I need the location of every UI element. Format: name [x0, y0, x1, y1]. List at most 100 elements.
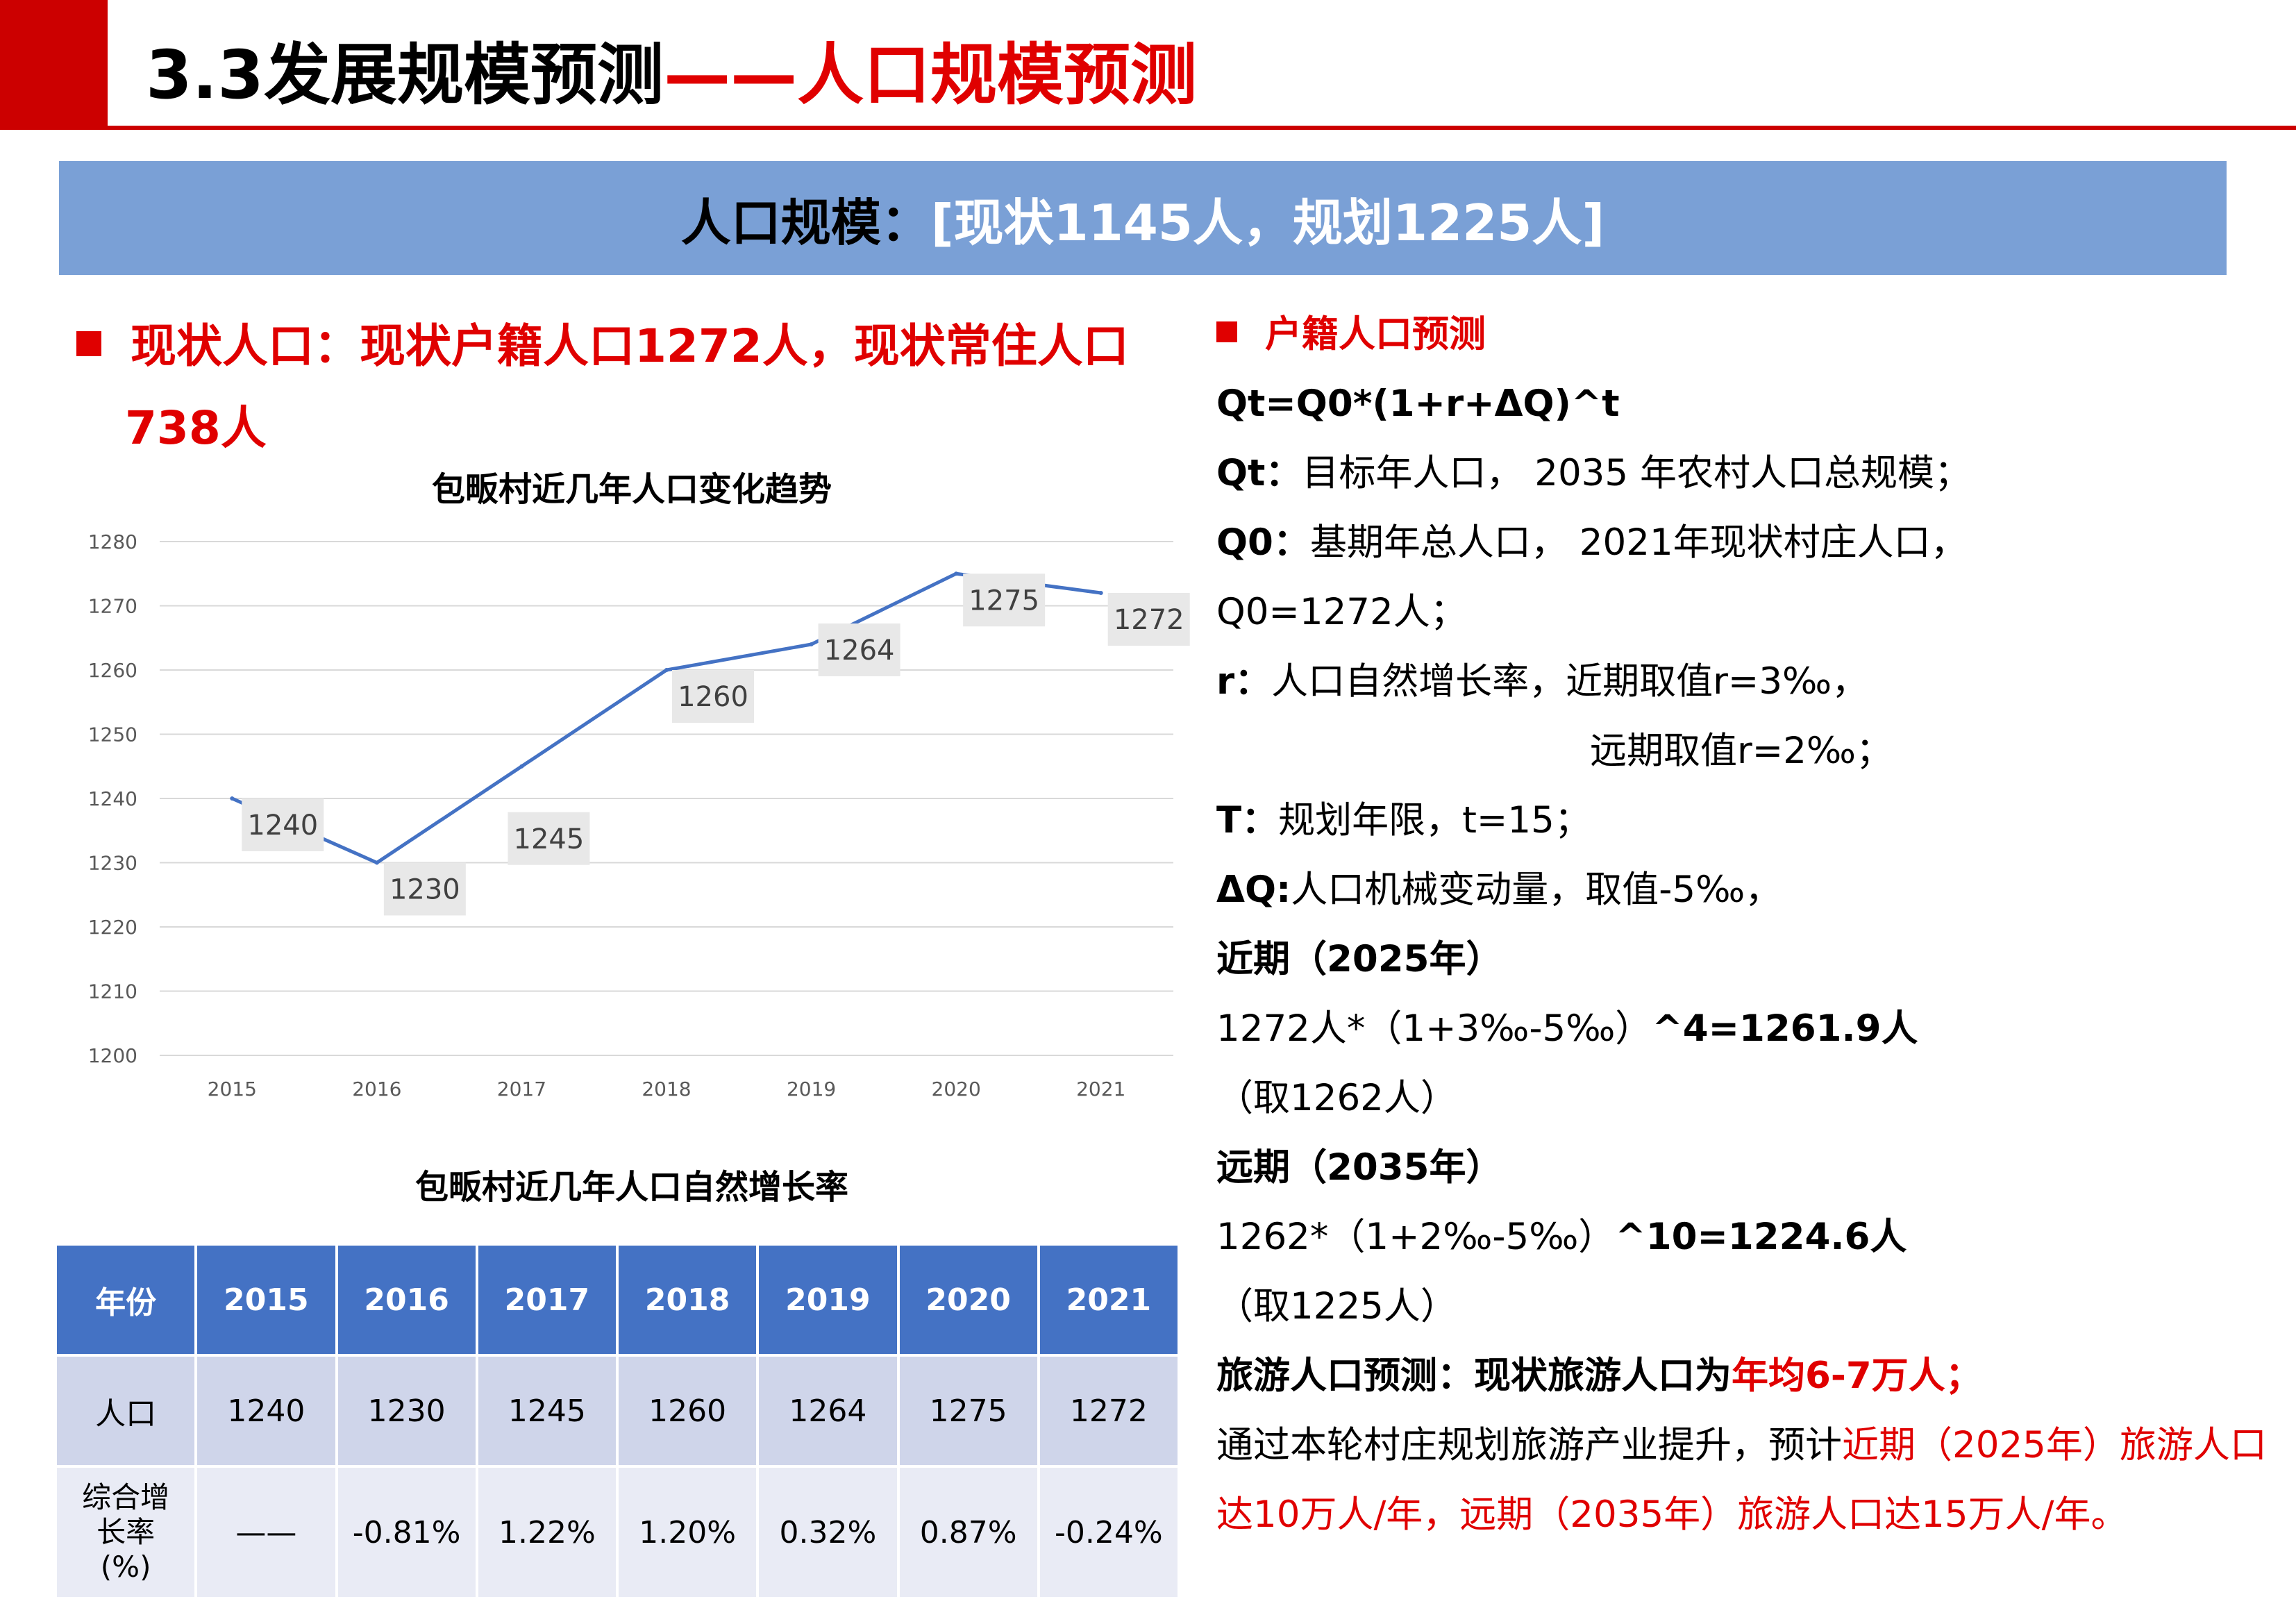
y-tick-label: 1210: [88, 980, 137, 1003]
table-cell: 1.22%: [475, 1465, 619, 1600]
far-calc-b: ^10=1224.6人: [1615, 1216, 1907, 1258]
x-tick-label: 2020: [932, 1078, 981, 1100]
data-label-background: [1107, 593, 1190, 646]
forecast-heading-text: 户籍人口预测: [1265, 313, 1486, 355]
q0-definition: Q0：基期年总人口， 2021年现状村庄人口，: [1216, 508, 2272, 578]
table-cell: -0.24%: [1037, 1465, 1181, 1600]
data-point: [664, 668, 669, 672]
growth-rate-table: 年份 2015 2016 2017 2018 2019 2020 2021 人口…: [53, 1243, 1181, 1600]
data-label: 1245: [514, 823, 585, 855]
data-label-background: [963, 574, 1046, 627]
data-label: 1275: [969, 585, 1039, 617]
data-point: [230, 796, 235, 801]
qt-key: Qt：: [1216, 452, 1302, 494]
y-tick-label: 1280: [88, 530, 137, 553]
x-tick-label: 2016: [352, 1078, 401, 1100]
bullet-square-icon: [76, 331, 101, 356]
r-text-2: 远期取值r=2‰；: [1590, 730, 1893, 772]
dq-definition: ΔQ:人口机械变动量，取值-5‰，: [1216, 855, 2272, 925]
title-part-1: 3.3发展规模预测: [146, 36, 664, 114]
data-label: 1260: [678, 681, 748, 713]
table-cell: 1264: [756, 1354, 900, 1468]
header-accent-block: [0, 0, 108, 127]
data-label: 1240: [247, 810, 318, 842]
data-point: [954, 571, 959, 576]
near-calc-a: 1272人*（1+3‰-5‰）: [1216, 1007, 1652, 1050]
data-label-background: [818, 623, 900, 676]
y-tick-label: 1230: [88, 852, 137, 875]
near-calc-b: ^4=1261.9人: [1652, 1007, 1918, 1050]
y-tick-label: 1220: [88, 916, 137, 939]
table-header-cell: 2021: [1037, 1243, 1181, 1357]
table-cell: 1230: [335, 1354, 478, 1468]
rate-label-line-3: (%): [100, 1550, 151, 1584]
far-term-result: （取1225人）: [1216, 1285, 1457, 1328]
x-tick-label: 2017: [497, 1078, 546, 1100]
formula: Qt=Q0*(1+r+ΔQ)^t: [1216, 383, 1620, 425]
table-cell: 1272: [1037, 1354, 1181, 1468]
data-label-background: [508, 812, 590, 865]
data-label-background: [383, 862, 466, 916]
near-term-result: （取1262人）: [1216, 1077, 1457, 1119]
near-term-calc: 1272人*（1+3‰-5‰）^4=1261.9人: [1216, 994, 2272, 1064]
bullet-square-icon: [1216, 321, 1237, 342]
table-cell: 1245: [475, 1354, 619, 1468]
summary-banner: 人口规模： [现状1145人，规划1225人]: [59, 161, 2227, 275]
y-tick-label: 1200: [88, 1044, 137, 1067]
forecast-heading: 户籍人口预测: [1216, 300, 2272, 369]
tourism-text: 通过本轮村庄规划旅游产业提升，预计: [1216, 1424, 1842, 1466]
dq-key: ΔQ:: [1216, 869, 1291, 911]
rate-label-line-2: 长率: [97, 1515, 156, 1549]
table-header-cell: 2015: [194, 1243, 338, 1357]
data-point: [374, 860, 379, 865]
header-divider: [0, 126, 2296, 130]
page-title: 3.3发展规模预测——人口规模预测: [146, 21, 1197, 117]
population-line-chart: 1200 1210 1220 1230 1240 1250 1260 1270 1280 2015…: [88, 530, 1190, 1100]
banner-label: 人口规模：: [680, 193, 931, 252]
forecast-panel: 户籍人口预测 Qt=Q0*(1+r+ΔQ)^t Qt：目标年人口， 2035 年…: [1216, 300, 2272, 1550]
table-cell: 1275: [896, 1354, 1040, 1468]
t-definition: T：规划年限，t=15；: [1216, 786, 2272, 855]
table-cell: 1260: [615, 1354, 760, 1468]
table-header-cell: 2018: [615, 1243, 760, 1357]
table-row-population: 人口 1240 1230 1245 1260 1264 1275 1272: [53, 1354, 1181, 1468]
y-tick-label: 1270: [88, 595, 137, 618]
data-label-background: [242, 798, 324, 851]
rate-label-line-1: 综合增: [82, 1480, 170, 1514]
data-point: [809, 642, 814, 646]
far-term-heading: 远期（2035年）: [1216, 1146, 1503, 1189]
table-header-row: 年份 2015 2016 2017 2018 2019 2020 2021: [53, 1243, 1181, 1357]
tourism-key: 旅游人口预测：现状旅游人口为: [1216, 1355, 1732, 1397]
title-part-2: ——人口规模预测: [664, 36, 1198, 114]
qt-definition: Qt：目标年人口， 2035 年农村人口总规模；: [1216, 439, 2272, 508]
y-tick-label: 1260: [88, 659, 137, 682]
table-cell: 0.87%: [896, 1465, 1040, 1600]
table-cell: ——: [194, 1465, 338, 1600]
x-tick-label: 2021: [1076, 1078, 1125, 1100]
far-term-calc: 1262*（1+2‰-5‰）^10=1224.6人: [1216, 1203, 2272, 1272]
tourism-value: 年均6-7万人；: [1732, 1355, 1982, 1397]
data-label: 1264: [824, 635, 895, 667]
qt-text: 目标年人口， 2035 年农村人口总规模；: [1302, 452, 1971, 494]
data-label: 1272: [1114, 604, 1184, 636]
q0-text: 基期年总人口， 2021年现状村庄人口，: [1309, 521, 1968, 564]
table-cell: 1240: [194, 1354, 338, 1468]
data-label: 1230: [389, 874, 460, 906]
table-header-cell: 2019: [756, 1243, 900, 1357]
data-point: [519, 764, 524, 769]
r-key: r：: [1216, 660, 1272, 703]
table-row-label: 人口: [53, 1354, 198, 1468]
tourism-red-text: 近期（2025年）旅游人口达10万人/年，远期（2035年）旅游人口达15万人/…: [1216, 1424, 2267, 1536]
x-tick-label: 2018: [642, 1078, 691, 1100]
tourism-heading: 旅游人口预测：现状旅游人口为年均6-7万人；: [1216, 1341, 2272, 1411]
t-key: T：: [1216, 799, 1279, 842]
t-text: 规划年限，t=15；: [1278, 799, 1591, 842]
q0-value: Q0=1272人；: [1216, 591, 1467, 633]
banner-value: [现状1145人，规划1225人]: [930, 193, 1605, 252]
r-text-1: 人口自然增长率，近期取值r=3‰，: [1271, 660, 1869, 703]
tourism-forecast: 通过本轮村庄规划旅游产业提升，预计近期（2025年）旅游人口达10万人/年，远期…: [1216, 1411, 2272, 1550]
table-row-growth-rate: 综合增 长率 (%) —— -0.81% 1.22% 1.20% 0.32% 0…: [53, 1465, 1181, 1600]
x-tick-label: 2015: [208, 1078, 257, 1100]
heading-line-1: 现状人口：现状户籍人口1272人，现状常住人口: [131, 319, 1129, 373]
chart-title: 包畈村近几年人口变化趋势: [431, 470, 832, 509]
